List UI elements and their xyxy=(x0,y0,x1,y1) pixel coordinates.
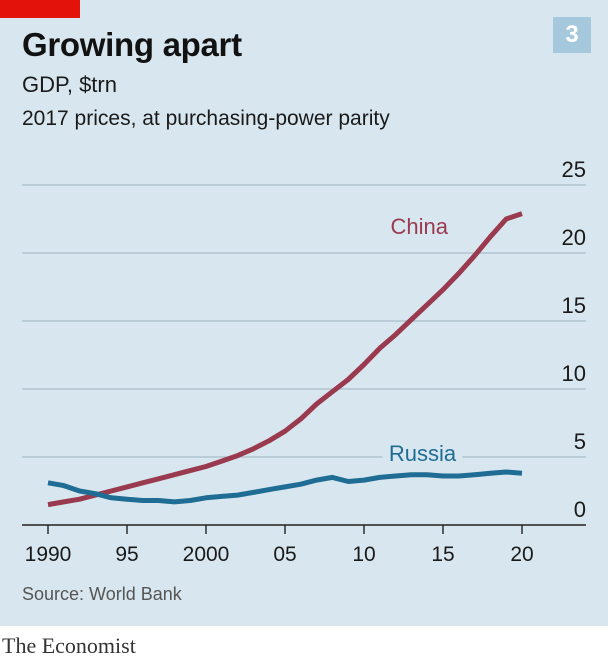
brand-red-tab xyxy=(0,0,80,18)
x-tick-label: 95 xyxy=(115,543,138,566)
publication-name: The Economist xyxy=(2,633,136,658)
x-tick-label: 20 xyxy=(510,543,533,566)
x-tick-label: 1990 xyxy=(25,543,72,566)
y-axis-tick-labels: 0 5 10 15 20 25 xyxy=(562,157,586,522)
series-line-russia xyxy=(47,469,523,505)
series-label-russia: Russia xyxy=(389,441,457,466)
x-tick-label: 05 xyxy=(273,543,296,566)
gridlines xyxy=(22,184,586,458)
y-tick-label: 15 xyxy=(562,293,586,318)
y-tick-label: 0 xyxy=(574,497,586,522)
source-note: Source: World Bank xyxy=(22,584,182,604)
series-label-russia-backdrop xyxy=(382,442,463,467)
series-label-china: China xyxy=(391,214,449,239)
x-tick-label: 10 xyxy=(352,543,375,566)
y-tick-label: 25 xyxy=(562,157,586,182)
y-tick-label: 5 xyxy=(574,429,586,454)
x-tick-label: 2000 xyxy=(183,543,230,566)
series-lines xyxy=(47,211,523,508)
series-labels: China Russia xyxy=(382,214,463,467)
chart-number-badge: 3 xyxy=(553,17,591,53)
series-line-china xyxy=(47,211,523,508)
chart-subtitle: GDP, $trn xyxy=(22,72,117,97)
chart-panel xyxy=(0,0,608,626)
x-tick-label: 15 xyxy=(431,543,454,566)
chart-units-note: 2017 prices, at purchasing-power parity xyxy=(22,107,390,130)
y-tick-label: 10 xyxy=(562,361,586,386)
chart-title: Growing apart xyxy=(22,26,242,63)
x-axis: 1990 95 2000 05 10 15 20 xyxy=(22,524,586,566)
y-tick-label: 20 xyxy=(562,225,586,250)
